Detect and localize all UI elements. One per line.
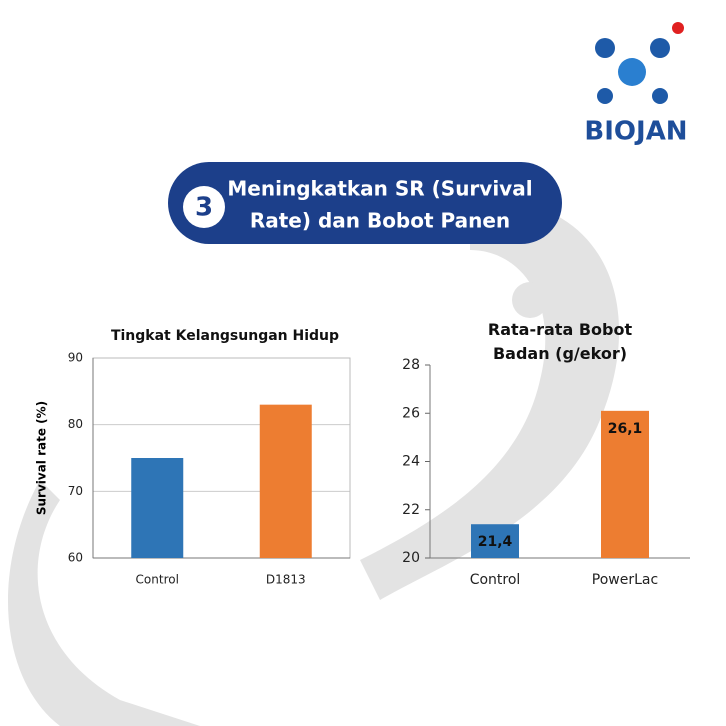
y-tick-label: 26	[402, 405, 420, 421]
heading-pill	[168, 162, 562, 244]
heading-line: Meningkatkan SR (Survival	[227, 177, 532, 201]
chart-title: Tingkat Kelangsungan Hidup	[110, 328, 340, 344]
badge-circle	[183, 186, 225, 228]
y-axis-label: Survival rate (%)	[35, 401, 49, 515]
x-tick-label: PowerLac	[592, 572, 658, 588]
value-label: 26,1	[608, 421, 643, 437]
bar	[131, 458, 184, 558]
chart-title: Rata-rata Bobot Badan (g/ekor)	[487, 320, 633, 363]
y-tick-label: 24	[402, 454, 420, 470]
heading-line: Rate) dan Bobot Panen	[250, 209, 510, 233]
bar	[471, 524, 519, 558]
bar	[259, 404, 312, 558]
y-tick-label: 90	[68, 351, 83, 365]
y-tick-label: 70	[68, 484, 83, 498]
logo-icon	[595, 22, 684, 104]
y-tick-label: 20	[402, 550, 420, 566]
bar	[601, 410, 649, 558]
y-tick-label: 80	[68, 417, 83, 431]
y-tick-label: 28	[402, 357, 420, 373]
badge: 3	[195, 193, 213, 223]
x-tick-label: D1813	[266, 573, 306, 587]
x-tick-label: Control	[470, 572, 521, 588]
logo-text: BIOJAN	[584, 117, 687, 147]
value-label: 21,4	[478, 534, 513, 550]
y-tick-label: 22	[402, 502, 420, 518]
x-tick-label: Control	[136, 573, 179, 587]
y-tick-label: 60	[68, 551, 83, 565]
shrimp-decoration	[7, 199, 620, 726]
